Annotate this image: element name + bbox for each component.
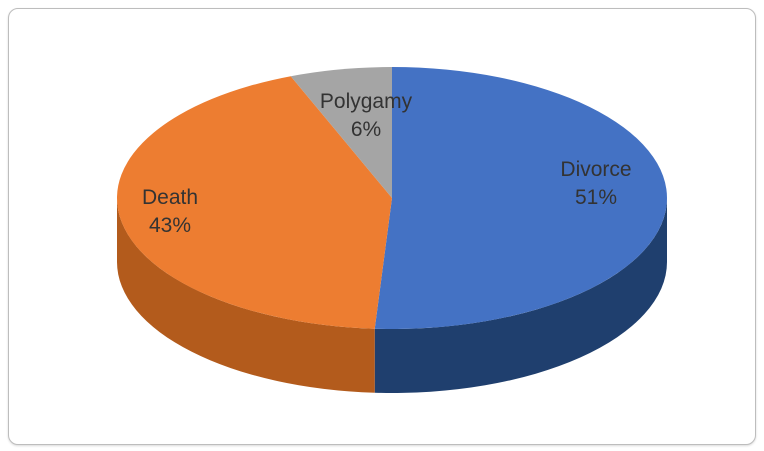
pie-tops [116, 67, 668, 330]
slice-label-polygamy: Polygamy [320, 90, 413, 113]
slice-value-polygamy: 6% [351, 118, 381, 141]
slice-value-death: 43% [149, 214, 191, 237]
slice-value-divorce: 51% [575, 186, 617, 209]
pie-labels: Divorce 51% Death 43% Polygamy 6% [142, 90, 632, 237]
slice-label-divorce: Divorce [560, 158, 631, 181]
pie-slice-divorce [374, 67, 668, 330]
slice-label-death: Death [142, 186, 198, 209]
pie-side-death [117, 198, 375, 393]
pie-sides [117, 198, 667, 394]
pie-side-divorce [374, 198, 667, 394]
pie-slice-death [116, 76, 392, 329]
pie-slice-polygamy [290, 67, 392, 198]
